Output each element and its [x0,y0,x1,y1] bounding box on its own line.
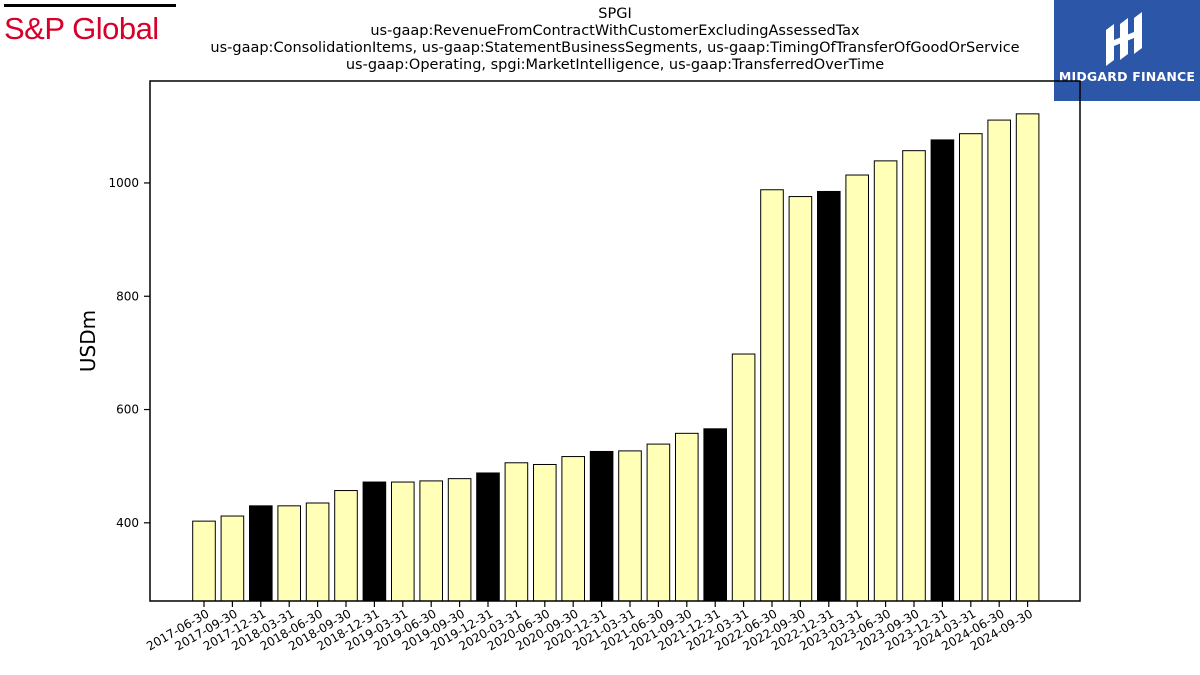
bar [192,520,216,602]
x-axis: 2017-06-302017-09-302017-12-312018-03-31… [144,601,1035,653]
bar [447,478,472,602]
midgard-finance-logo: MIDGARD FINANCE [1054,0,1200,101]
bar [959,133,983,602]
midgard-mark-icon [1106,12,1142,66]
sp-global-logo: S&P Global [4,4,178,46]
midgard-finance-logo-text: MIDGARD FINANCE [1058,69,1196,84]
bar [731,353,756,602]
bar [703,428,728,602]
bar [476,472,500,602]
bar [902,150,926,602]
chart-title-line: us-gaap:Operating, spgi:MarketIntelligen… [345,57,885,73]
y-tick-label: 1000 [108,176,139,190]
bar [561,456,586,602]
bar [675,432,699,602]
bar [817,190,841,602]
bars-group [192,113,1040,602]
bar [391,481,415,602]
y-tick-label: 400 [116,516,139,530]
bar [249,505,273,602]
y-axis-label: USDm [76,310,100,372]
bar [930,139,955,602]
bar [589,450,614,602]
bar [987,119,1012,602]
bar [220,515,245,602]
y-tick-label: 600 [116,403,139,417]
chart-title-line: us-gaap:RevenueFromContractWithCustomerE… [370,23,860,39]
y-axis: 400 600 800 1000 [108,176,150,530]
bar [646,443,671,602]
bar [1015,113,1040,602]
bar [618,450,642,602]
bar [419,480,443,602]
plot-frame [149,80,1081,602]
bar [305,502,330,602]
bar [845,174,870,602]
sp-global-logo-text: S&P Global [4,11,159,46]
bar [334,490,358,602]
logo-top-rule [4,4,176,7]
bar [788,196,813,602]
chart-title-line: us-gaap:ConsolidationItems, us-gaap:Stat… [210,40,1020,56]
bar [277,505,301,602]
y-tick-label: 800 [116,289,139,303]
bar [362,481,387,602]
bar [533,463,557,602]
chart-title: SPGI us-gaap:RevenueFromContractWithCust… [150,6,1080,74]
bar [504,462,529,602]
bar [760,189,784,602]
chart-title-line: SPGI [598,6,632,22]
bar [873,160,898,602]
